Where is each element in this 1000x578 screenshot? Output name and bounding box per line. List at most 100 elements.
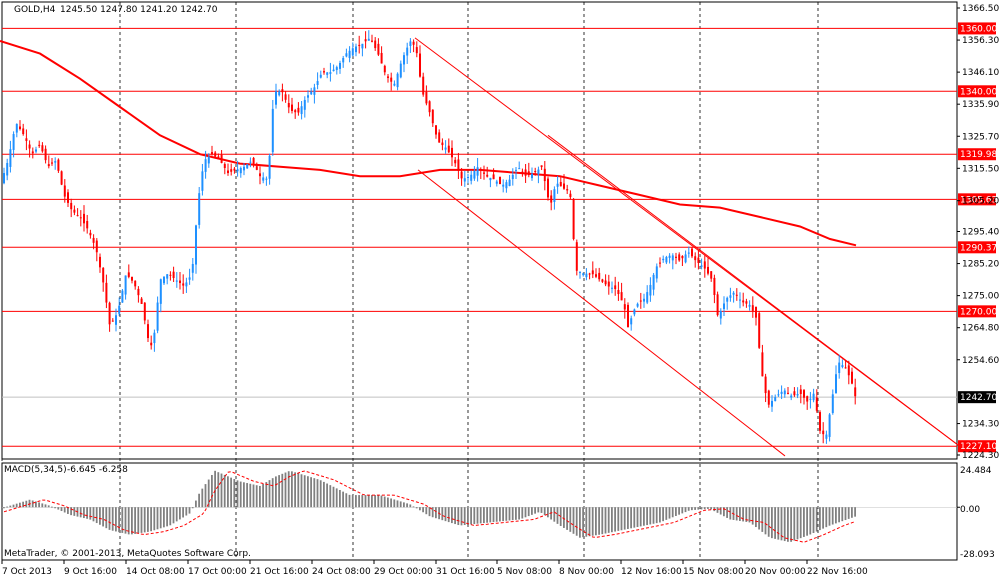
candle-body (572, 199, 575, 240)
macd-bar (380, 495, 383, 508)
level-badge (958, 148, 996, 161)
candle-body (131, 276, 133, 281)
y-tick-label: 1325.70 (962, 132, 999, 142)
grid (1, 1, 958, 561)
candle-body (230, 169, 233, 172)
candle-body (508, 179, 511, 186)
macd-bar (275, 476, 277, 508)
candle-body (371, 40, 373, 42)
macd-bar (812, 507, 815, 533)
macd-bar (47, 505, 50, 508)
candle-body (233, 168, 236, 171)
macd-bar (195, 500, 197, 508)
candle-body (102, 267, 105, 283)
candle-body (41, 145, 44, 152)
candle-body (710, 271, 713, 279)
candle-body (6, 162, 9, 176)
candle-body (335, 67, 338, 70)
candle-body (617, 290, 620, 295)
macd-bar (422, 507, 424, 513)
candle-body (227, 170, 229, 174)
macd-bar (124, 507, 127, 534)
y-tick-label: 1275.00 (962, 292, 999, 302)
macd-bar (700, 507, 703, 510)
candle-body (431, 109, 434, 124)
macd-bar (121, 507, 124, 533)
macd-bar (281, 473, 284, 508)
candle-body (729, 295, 732, 298)
candle-body (550, 195, 553, 203)
macd-bar (335, 488, 338, 508)
macd-bar (134, 507, 136, 534)
macd-bar (803, 507, 805, 537)
macd-bar (460, 507, 463, 526)
macd-bar (457, 507, 460, 526)
y-tick-label: 1346.10 (962, 68, 999, 78)
macd-bar (566, 507, 568, 530)
macd-bar (505, 507, 508, 521)
macd-bar (454, 507, 456, 525)
candle-body (51, 162, 53, 164)
candle-body (339, 63, 341, 69)
macd-bar (534, 507, 536, 514)
level-badge (958, 85, 996, 98)
macd-bar (652, 507, 655, 524)
macd-bar (604, 507, 607, 534)
candle-body (633, 309, 636, 315)
candle-body (188, 277, 191, 280)
level-badge (958, 241, 996, 254)
y-tick-label: 1234.30 (962, 420, 999, 430)
level-label: 1305.63 (960, 195, 997, 205)
candle-body (271, 108, 274, 153)
candle-body (790, 395, 793, 398)
candle-body (115, 315, 117, 325)
macd-bar (12, 504, 15, 508)
candle-body (63, 185, 66, 197)
macd-bar (636, 507, 639, 528)
macd-bar (361, 495, 364, 508)
candle-body (783, 390, 786, 395)
candle-body (537, 169, 540, 175)
macd-bar (348, 494, 351, 508)
candle-body (771, 400, 773, 407)
macd-bar (771, 507, 773, 539)
candle-body (159, 279, 162, 304)
candle-body (553, 189, 556, 203)
candle-body (294, 110, 297, 113)
candle-body (803, 390, 805, 398)
candle-body (332, 69, 335, 72)
chart-ohlc: 1245.50 1247.80 1241.20 1242.70 (60, 5, 218, 15)
macd-bar (35, 501, 37, 508)
candle-body (236, 169, 239, 172)
candle-body (559, 181, 562, 187)
trend-channel[interactable] (414, 37, 961, 457)
macd-bar (793, 507, 796, 541)
macd-bar (175, 507, 178, 522)
macd-bar (847, 507, 850, 519)
candle-body (847, 365, 850, 376)
candle-body (169, 274, 172, 276)
macd-signal-line (3, 470, 856, 543)
candle-body (742, 300, 745, 303)
candle-body (806, 396, 809, 402)
candle-body (454, 159, 457, 164)
candle-body (252, 157, 255, 164)
y-tick-label: 1356.30 (962, 36, 999, 46)
candle-body (662, 258, 665, 261)
macd-bar (851, 507, 853, 518)
candle-body (540, 165, 543, 168)
macd-bar (159, 507, 162, 529)
candle-body (844, 367, 847, 369)
macd-bar (140, 507, 143, 533)
macd-bar (25, 500, 28, 508)
candle-body (716, 294, 719, 316)
current-price-badge (958, 391, 996, 404)
y-tick-label: 1264.80 (962, 324, 999, 334)
candle-body (438, 132, 441, 143)
macd-bar (313, 478, 316, 508)
candle-body (595, 274, 597, 277)
macd-bar (569, 507, 572, 532)
candle-body (691, 248, 693, 257)
candle-body (815, 397, 818, 411)
